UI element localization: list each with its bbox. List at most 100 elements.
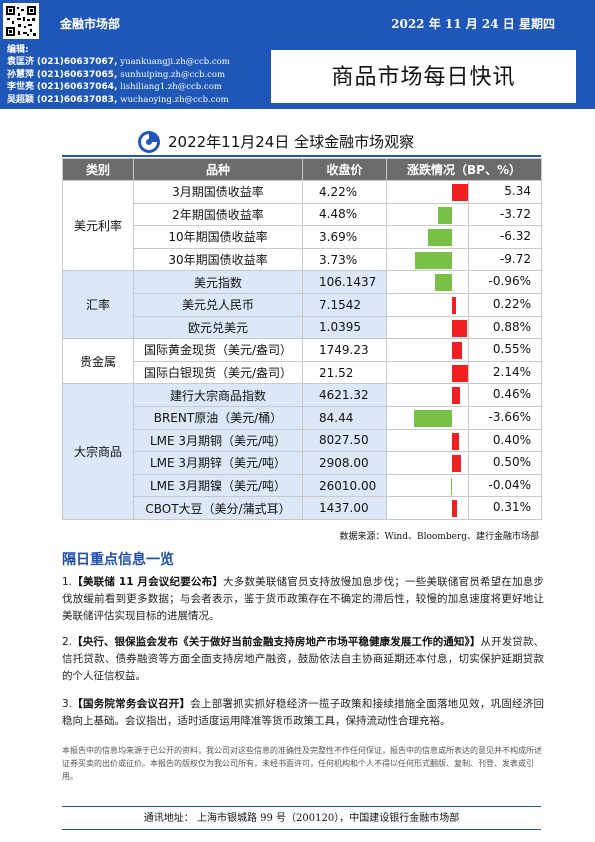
table-row: 2年期国债收益率 4.48% -3.72 [63, 202, 542, 227]
change-label: 0.88% [492, 319, 531, 334]
close-value-cell: 3.69% [302, 225, 387, 249]
contact-row: 李世亮 (021)60637064, lishiliang1.zh@ccb.co… [7, 81, 248, 94]
title-box: 商品市场每日快讯 [270, 49, 577, 104]
item-name-cell: 国际黄金现货（美元/盎司） [133, 338, 303, 362]
change-label-cell: 0.22% [468, 292, 542, 317]
contact-phone: (021)60637064, [36, 82, 118, 92]
change-bar [451, 477, 452, 495]
contact-row: 袁匡济 (021)60637067, yuankuangji.zh@ccb.co… [7, 56, 248, 69]
change-label-cell: -3.66% [468, 405, 542, 430]
contact-name: 吴超颖 [7, 94, 35, 105]
col-header-change: 涨跌情况（BP、%） [386, 158, 542, 181]
item-name-cell: 30年期国债收益率 [133, 247, 303, 272]
change-label: 0.50% [492, 455, 531, 470]
disclaimer-text: 本报告中的信息均来源于已公开的资料，我公司对这些信息的准确性及完整性不作任何保证… [62, 746, 542, 781]
contact-name: 袁匡济 [7, 57, 35, 67]
change-bar [414, 409, 452, 427]
close-value-cell: 1749.23 [302, 338, 387, 362]
report-title: 商品市场每日快讯 [331, 65, 516, 90]
qr-code-graphic [4, 4, 38, 38]
change-label-cell: 0.88% [468, 315, 542, 340]
table-row: LME 3月期锌（美元/吨） 2908.00 0.50% [63, 451, 542, 475]
change-label: 0.40% [492, 432, 531, 447]
contact-email[interactable]: wuchaoying.zh@ccb.com [120, 94, 229, 105]
contact-email[interactable]: sunhuiping.zh@ccb.com [120, 69, 226, 80]
change-label-cell: 0.46% [468, 383, 542, 407]
item-name-cell: 3月期国债收益率 [133, 180, 303, 204]
contact-name: 孙慧萍 [7, 69, 35, 80]
section-divider [62, 155, 541, 157]
change-bar-cell [386, 270, 469, 294]
table-header-row: 类别 品种 收盘价 涨跌情况（BP、%） [62, 158, 542, 181]
change-label: -6.32 [499, 229, 531, 244]
category-cell: 贵金属 [62, 338, 134, 385]
change-label-cell: -0.04% [468, 473, 542, 498]
change-label: 5.34 [504, 184, 531, 198]
item-name-cell: LME 3月期锌（美元/吨） [133, 451, 303, 475]
change-bar [452, 455, 461, 473]
item-name-cell: BRENT原油（美元/桶） [133, 405, 303, 430]
category-cell: 大宗商品 [62, 383, 134, 520]
change-bar [435, 274, 452, 292]
close-value-cell: 2908.00 [302, 451, 387, 475]
item-name-cell: 建行大宗商品指数 [133, 383, 303, 407]
change-label: 0.22% [492, 296, 531, 311]
change-bar-cell [386, 473, 469, 498]
contact-name: 李世亮 [7, 82, 35, 92]
item-name-cell: LME 3月期镍（美元/吨） [133, 473, 303, 498]
table-row: 30年期国债收益率 3.73% -9.72 [63, 247, 542, 272]
news-headline: 【美联储 11 月会议纪要公布】 [72, 576, 224, 588]
ccb-logo-icon [138, 131, 160, 153]
contact-email[interactable]: lishiliang1.zh@ccb.com [120, 82, 222, 92]
change-bar-cell [386, 360, 469, 385]
news-item: 1.【美联储 11 月会议纪要公布】大多数美联储官员支持放慢加息步伐；一些美联储… [62, 574, 544, 625]
table-row: BRENT原油（美元/桶） 84.44 -3.66% [63, 405, 542, 430]
close-value-cell: 4.48% [302, 202, 387, 227]
change-label-cell: 0.31% [468, 496, 542, 520]
change-bar-cell [386, 315, 469, 340]
change-bar-cell [386, 451, 469, 475]
section-title: 2022年11月24日 全球金融市场观察 [168, 133, 415, 151]
change-label-cell: -0.96% [468, 270, 542, 294]
table-row: CBOT大豆（美分/蒲式耳） 1437.00 0.31% [63, 496, 542, 520]
change-bar [437, 206, 452, 224]
change-bar [452, 296, 456, 314]
change-bar-cell [386, 338, 469, 362]
change-label: 0.46% [492, 387, 531, 402]
change-bar [452, 184, 468, 201]
close-value-cell: 4.22% [302, 180, 387, 204]
change-bar [452, 500, 458, 518]
change-label: -3.72 [499, 206, 531, 221]
table-body: 美元利率 3月期国债收益率 4.22% 5.34 2年期国债收益率 4.48% -3.72 1… [62, 179, 542, 520]
news-index: 1. [62, 576, 73, 588]
data-source: 数据来源：Wind、Bloomberg、建行金融市场部 [339, 532, 539, 542]
news-headline: 【央行、银保监会发布《关于做好当前金融支持房地产市场平稳健康发展工作的通知》】 [72, 636, 481, 648]
close-value-cell: 21.52 [302, 360, 387, 385]
contact-phone: (021)60637065, [36, 69, 118, 80]
close-value-cell: 7.1542 [302, 292, 387, 317]
change-bar-cell [386, 428, 469, 453]
report-date: 2022 年 11 月 24 日 星期四 [391, 17, 555, 31]
close-value-cell: 106.1437 [302, 270, 387, 294]
close-value-cell: 1437.00 [302, 496, 387, 520]
news-headline: 【国务院常务会议召开】 [72, 698, 191, 710]
change-label: -9.72 [499, 251, 531, 266]
header-band: 金融市场部 2022 年 11 月 24 日 星期四 [0, 0, 595, 43]
table-row: 贵金属 国际黄金现货（美元/盎司） 1749.23 0.55% [62, 338, 542, 385]
item-name-cell: 美元兑人民币 [133, 292, 303, 317]
change-bar [452, 387, 460, 405]
table-row: 10年期国债收益率 3.69% -6.32 [63, 225, 542, 249]
item-name-cell: 欧元兑美元 [133, 315, 303, 340]
table-row: 美元利率 3月期国债收益率 4.22% 5.34 [62, 179, 542, 272]
contact-email[interactable]: yuankuangji.zh@ccb.com [120, 57, 230, 67]
table-row: 大宗商品 建行大宗商品指数 4621.32 0.46% [62, 383, 542, 520]
item-name-cell: 国际白银现货（美元/盎司） [133, 360, 303, 385]
news-index: 3. [62, 698, 73, 710]
change-bar-cell [386, 292, 469, 317]
news-body: 会上部署抓实抓好稳经济一揽子政策和接续措施全面落地见效，巩固经济回稳向上基础。会… [62, 698, 544, 727]
news-index: 2. [62, 636, 73, 648]
close-value-cell: 1.0395 [302, 315, 387, 340]
change-label-cell: -6.32 [468, 225, 542, 249]
item-name-cell: 10年期国债收益率 [133, 225, 303, 249]
item-name-cell: LME 3月期铜（美元/吨） [133, 428, 303, 453]
